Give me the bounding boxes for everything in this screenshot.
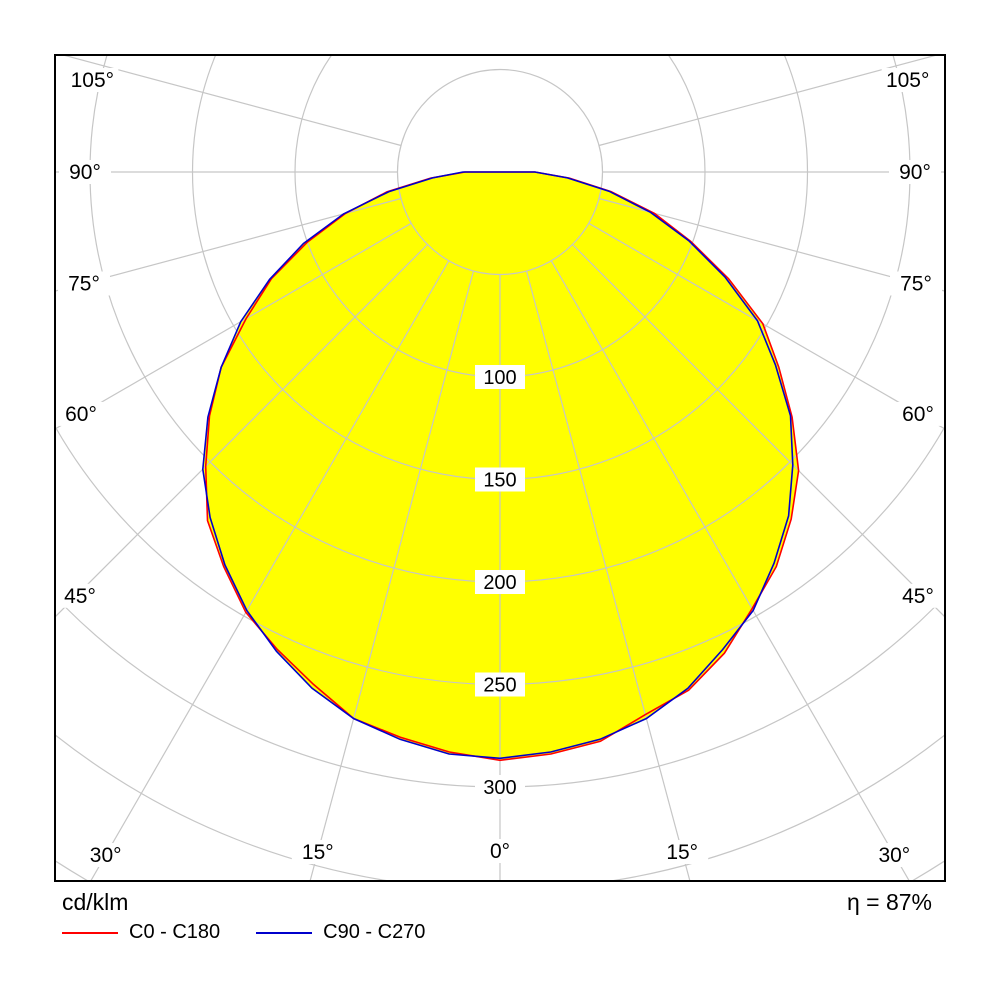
svg-text:105°: 105° [886, 69, 929, 92]
svg-text:150: 150 [483, 470, 516, 492]
radial-tick-labels: 100 150 200 250 300 [475, 365, 525, 799]
legend: C0 - C180 C90 - C270 [62, 921, 461, 944]
curve-c90-c270 [201, 171, 794, 760]
legend-line-blue [256, 931, 313, 934]
lobe-fill [202, 172, 799, 761]
svg-text:90°: 90° [69, 161, 101, 184]
svg-text:90°: 90° [899, 161, 931, 184]
legend-item-c0-c180: C0 - C180 [62, 921, 220, 944]
svg-text:300: 300 [483, 777, 516, 799]
svg-text:200: 200 [483, 572, 516, 594]
legend-line-red [62, 931, 118, 934]
svg-text:15°: 15° [302, 841, 334, 864]
svg-text:75°: 75° [900, 272, 932, 295]
svg-text:45°: 45° [902, 585, 934, 608]
svg-text:30°: 30° [878, 844, 910, 867]
plot-border [54, 54, 946, 882]
legend-label-c90-c270: C90 - C270 [323, 921, 426, 943]
svg-text:105°: 105° [71, 69, 114, 92]
angle-labels: 0° 15° 15° 30° 30° 45° 45° 60° 60° 75° 75° 90° 90° 10… [54, 68, 944, 868]
svg-text:30°: 30° [90, 844, 122, 867]
svg-text:100: 100 [483, 367, 516, 389]
svg-text:45°: 45° [64, 585, 96, 608]
efficiency-label: η = 87% [846, 889, 932, 915]
svg-text:250: 250 [483, 675, 516, 697]
svg-text:60°: 60° [902, 403, 934, 426]
svg-text:75°: 75° [68, 272, 100, 295]
units-label: cd/klm [62, 889, 129, 915]
svg-text:60°: 60° [65, 403, 97, 426]
svg-text:15°: 15° [666, 841, 698, 864]
svg-text:0°: 0° [490, 840, 510, 863]
curve-c0-c180 [204, 171, 800, 762]
legend-label-c0-c180: C0 - C180 [129, 921, 221, 943]
legend-item-c90-c270: C90 - C270 [256, 921, 425, 944]
